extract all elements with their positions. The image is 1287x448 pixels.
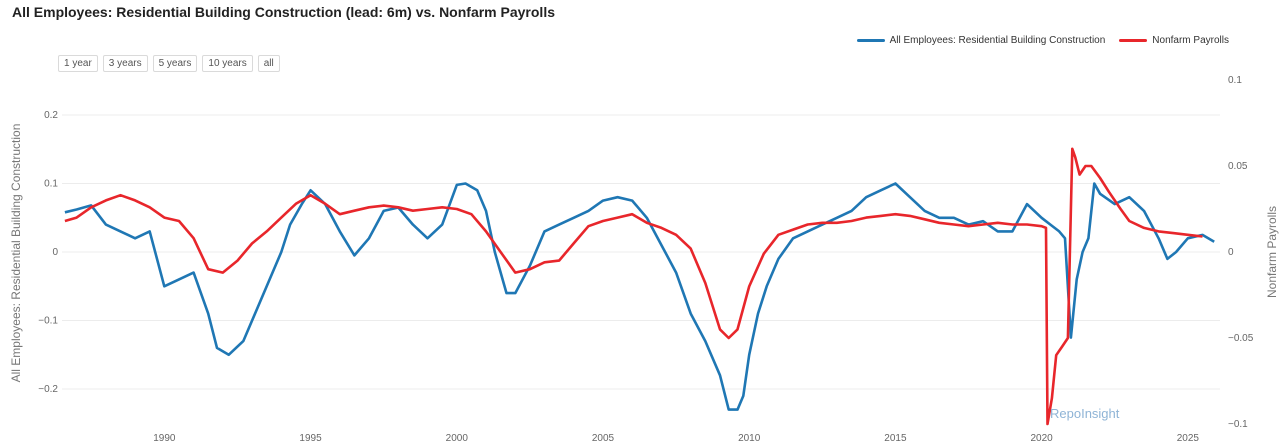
right-y-tick-label: 0 [1228,247,1234,258]
range-button-5-years[interactable]: 5 years [152,55,198,72]
range-button-all[interactable]: all [257,55,280,72]
left-axis-ticks: 0.2 0.1 0 −0.1 −0.2 [38,110,58,395]
series-line-nonfarm-payrolls [64,147,1203,426]
grid-lines [62,114,1220,390]
left-y-tick-label: −0.2 [38,384,58,395]
legend-swatch-residential-construction [856,39,885,42]
left-y-tick-label: −0.1 [38,316,58,327]
x-tick-label: 2000 [446,433,469,444]
legend-label-residential-construction: All Employees: Residential Building Cons… [889,35,1106,46]
right-y-tick-label: 0.1 [1228,75,1242,86]
x-tick-label: 2010 [738,433,761,444]
chart-legend: All Employees: Residential Building Cons… [856,35,1229,46]
left-axis-label: All Employees: Residential Building Cons… [9,124,23,383]
x-tick-label: 1995 [299,433,322,444]
legend-item-nonfarm-payrolls[interactable]: Nonfarm Payrolls [1119,35,1229,46]
range-button-10-years[interactable]: 10 years [202,55,253,72]
legend-swatch-nonfarm-payrolls [1119,39,1148,42]
x-tick-label: 2015 [884,433,907,444]
series-lines [64,147,1215,426]
range-button-1-year[interactable]: 1 year [58,55,98,72]
x-tick-label: 2005 [592,433,615,444]
legend-label-nonfarm-payrolls: Nonfarm Payrolls [1152,35,1229,46]
right-y-tick-label: −0.05 [1228,333,1254,344]
range-selector: 1 year 3 years 5 years 10 years all [58,55,280,72]
x-axis-ticks: 1990 1995 2000 2005 2010 2015 2020 2025 [153,433,1199,444]
range-button-3-years[interactable]: 3 years [102,55,148,72]
right-axis-label: Nonfarm Payrolls [1265,206,1279,298]
right-y-tick-label: −0.1 [1228,419,1248,430]
series-line-residential-construction [64,182,1215,411]
x-tick-label: 1990 [153,433,176,444]
left-y-tick-label: 0 [52,247,58,258]
left-y-tick-label: 0.1 [44,179,58,190]
right-axis-ticks: 0.1 0.05 0 −0.05 −0.1 [1228,75,1254,430]
left-y-tick-label: 0.2 [44,110,58,121]
legend-item-residential-construction[interactable]: All Employees: Residential Building Cons… [856,35,1106,46]
right-y-tick-label: 0.05 [1228,161,1248,172]
x-tick-label: 2020 [1030,433,1053,444]
watermark-text: RepoInsight [1050,406,1120,421]
chart-title: All Employees: Residential Building Cons… [12,4,555,20]
x-tick-label: 2025 [1177,433,1200,444]
